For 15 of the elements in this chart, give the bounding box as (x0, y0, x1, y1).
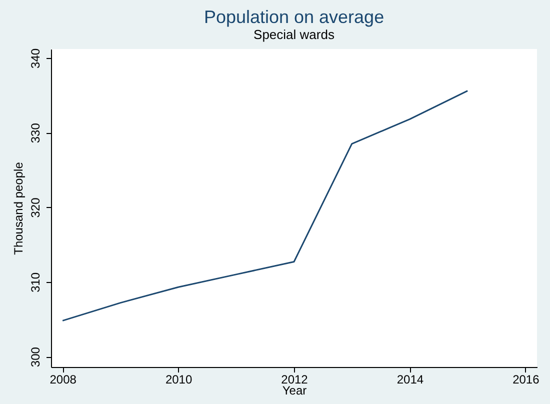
x-tick-label: 2012 (281, 372, 308, 386)
y-tick-label: 340 (28, 48, 42, 68)
chart-subtitle: Special wards (254, 26, 335, 42)
y-tick-label: 310 (28, 272, 42, 292)
x-tick-label: 2010 (165, 372, 192, 386)
x-tick-label: 2014 (396, 372, 424, 386)
y-tick-label: 320 (28, 197, 42, 218)
line-series (62, 90, 468, 322)
y-axis-title: Thousand people (12, 162, 26, 255)
chart-title: Population on average (204, 6, 384, 27)
y-tick-label: 330 (28, 122, 42, 144)
x-tick-label: 2008 (50, 372, 77, 386)
x-axis-title: Year (282, 384, 307, 398)
x-tick-label: 2016 (512, 372, 540, 386)
y-tick-label: 300 (28, 346, 42, 368)
